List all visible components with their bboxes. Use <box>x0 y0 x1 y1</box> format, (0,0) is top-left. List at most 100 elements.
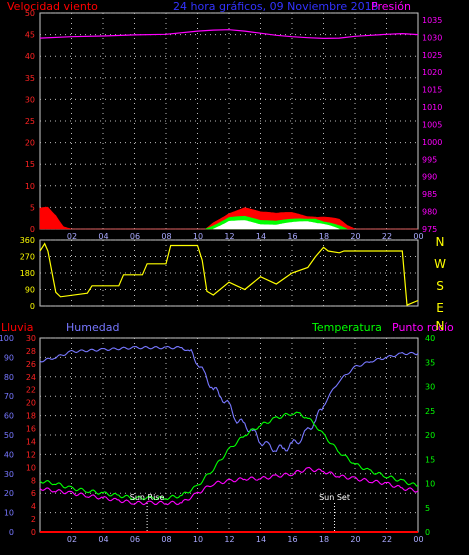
x-tick-label: 12 <box>224 232 234 241</box>
y-right-tick-label: 1005 <box>422 120 442 129</box>
humidity-tick-label: 24 <box>26 373 36 382</box>
x-tick-label: 02 <box>67 535 77 544</box>
x-tick-label: 06 <box>130 232 140 241</box>
series-line-Punto rocío <box>39 466 419 506</box>
panel1-frame <box>39 12 419 230</box>
x-tick-label: 00 <box>413 535 423 544</box>
y-left-tick-label: 45 <box>25 31 35 40</box>
x-tick-label: 18 <box>319 535 329 544</box>
x-tick-label: 16 <box>287 232 297 241</box>
humidity-tick-label: 14 <box>26 437 36 446</box>
series-line-Temperatura <box>39 411 418 501</box>
y-right-tick-label: 1015 <box>422 86 442 95</box>
humidity-tick-label: 18 <box>26 412 36 421</box>
rain-tick-label: 70 <box>4 392 14 401</box>
rain-tick-label: 90 <box>4 353 14 362</box>
y-left-tick-label: 35 <box>25 74 35 83</box>
humidity-axis-label: Humedad <box>66 321 119 334</box>
humidity-tick-label: 10 <box>26 463 36 472</box>
x-tick-label: 08 <box>161 535 171 544</box>
x-tick-label: 08 <box>161 232 171 241</box>
x-tick-label: 06 <box>130 535 140 544</box>
x-tick-label: 10 <box>193 232 203 241</box>
x-tick-label: 12 <box>224 535 234 544</box>
compass-label: S <box>436 279 444 293</box>
compass-label: N <box>436 319 445 333</box>
humidity-tick-label: 12 <box>26 450 36 459</box>
compass-label: N <box>436 235 445 249</box>
y-right-tick-label: 1030 <box>422 33 442 42</box>
rain-tick-label: 30 <box>4 470 14 479</box>
y-left-tick-label: 5 <box>30 203 35 212</box>
dewpoint-axis-label: Punto rocío <box>392 321 454 334</box>
panel2-frame <box>39 239 419 307</box>
direction-tick-label: 360 <box>20 236 35 245</box>
wind-direction-line <box>39 242 419 306</box>
x-tick-label: 04 <box>98 535 108 544</box>
temperature-tick-label: 10 <box>425 480 435 489</box>
rain-tick-label: 0 <box>9 528 14 537</box>
humidity-tick-label: 22 <box>26 386 36 395</box>
panel1-right-axis-label: Presión <box>371 0 411 13</box>
x-tick-label: 02 <box>67 232 77 241</box>
y-left-tick-label: 0 <box>30 225 35 234</box>
temperature-axis-label: Temperatura <box>311 321 382 334</box>
x-tick-label: 16 <box>287 535 297 544</box>
temperature-tick-label: 30 <box>425 383 435 392</box>
temperature-tick-label: 25 <box>425 407 435 416</box>
humidity-tick-label: 30 <box>26 334 36 343</box>
rain-tick-label: 40 <box>4 450 14 459</box>
y-right-tick-label: 1000 <box>422 138 442 147</box>
humidity-tick-label: 16 <box>26 425 36 434</box>
y-left-tick-label: 20 <box>25 139 35 148</box>
humidity-tick-label: 28 <box>26 347 36 356</box>
humidity-tick-label: 6 <box>31 489 36 498</box>
rain-axis-label: Lluvia <box>1 321 33 334</box>
temperature-tick-label: 15 <box>425 455 435 464</box>
rain-tick-label: 80 <box>4 373 14 382</box>
temperature-tick-label: 5 <box>425 504 430 513</box>
direction-tick-label: 90 <box>25 286 35 295</box>
humidity-tick-label: 2 <box>31 515 36 524</box>
direction-tick-label: 180 <box>20 269 35 278</box>
x-tick-label: 00 <box>413 232 423 241</box>
temperature-tick-label: 35 <box>425 358 435 367</box>
y-right-tick-label: 975 <box>422 225 437 234</box>
y-right-tick-label: 1025 <box>422 51 442 60</box>
panel1-title: 24 hora gráficos, 09 Noviembre 2015 <box>173 0 379 13</box>
series-line-Presión <box>39 29 419 40</box>
humidity-tick-label: 26 <box>26 360 36 369</box>
humidity-tick-label: 8 <box>31 476 36 485</box>
panel3-frame <box>39 337 419 533</box>
y-right-tick-label: 980 <box>422 208 437 217</box>
y-right-tick-label: 990 <box>422 173 437 182</box>
humidity-tick-label: 4 <box>31 502 36 511</box>
x-tick-label: 22 <box>382 535 392 544</box>
rain-tick-label: 50 <box>4 431 14 440</box>
annotation-label: Sun Set <box>319 493 350 502</box>
x-tick-label: 14 <box>256 232 266 241</box>
x-tick-label: 04 <box>98 232 108 241</box>
y-right-tick-label: 985 <box>422 190 437 199</box>
compass-label: E <box>436 301 444 315</box>
compass-label: W <box>434 257 446 271</box>
humidity-tick-label: 0 <box>31 528 36 537</box>
y-left-tick-label: 15 <box>25 160 35 169</box>
panel1-left-axis-label: Velocidad viento <box>7 0 98 13</box>
humidity-tick-label: 20 <box>26 399 36 408</box>
temperature-tick-label: 20 <box>425 431 435 440</box>
y-left-tick-label: 50 <box>25 9 35 18</box>
x-tick-label: 18 <box>319 232 329 241</box>
annotation-label: Sun Rise <box>130 493 165 502</box>
y-right-tick-label: 1035 <box>422 16 442 25</box>
rain-tick-label: 100 <box>0 334 14 343</box>
series-area-wind-lull <box>213 220 340 230</box>
x-tick-label: 14 <box>256 535 266 544</box>
direction-tick-label: 0 <box>30 302 35 311</box>
temperature-tick-label: 40 <box>425 334 435 343</box>
y-left-tick-label: 25 <box>25 117 35 126</box>
y-right-tick-label: 1010 <box>422 103 442 112</box>
rain-tick-label: 20 <box>4 489 14 498</box>
rain-tick-label: 10 <box>4 509 14 518</box>
y-left-tick-label: 10 <box>25 182 35 191</box>
